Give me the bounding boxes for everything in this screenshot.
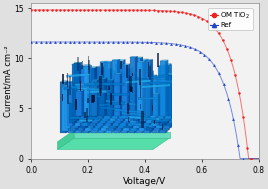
Legend: OM TiO$_2$, Ref: OM TiO$_2$, Ref bbox=[208, 9, 253, 30]
X-axis label: Voltage/V: Voltage/V bbox=[123, 177, 166, 186]
Y-axis label: Current/mA cm⁻²: Current/mA cm⁻² bbox=[3, 45, 13, 117]
